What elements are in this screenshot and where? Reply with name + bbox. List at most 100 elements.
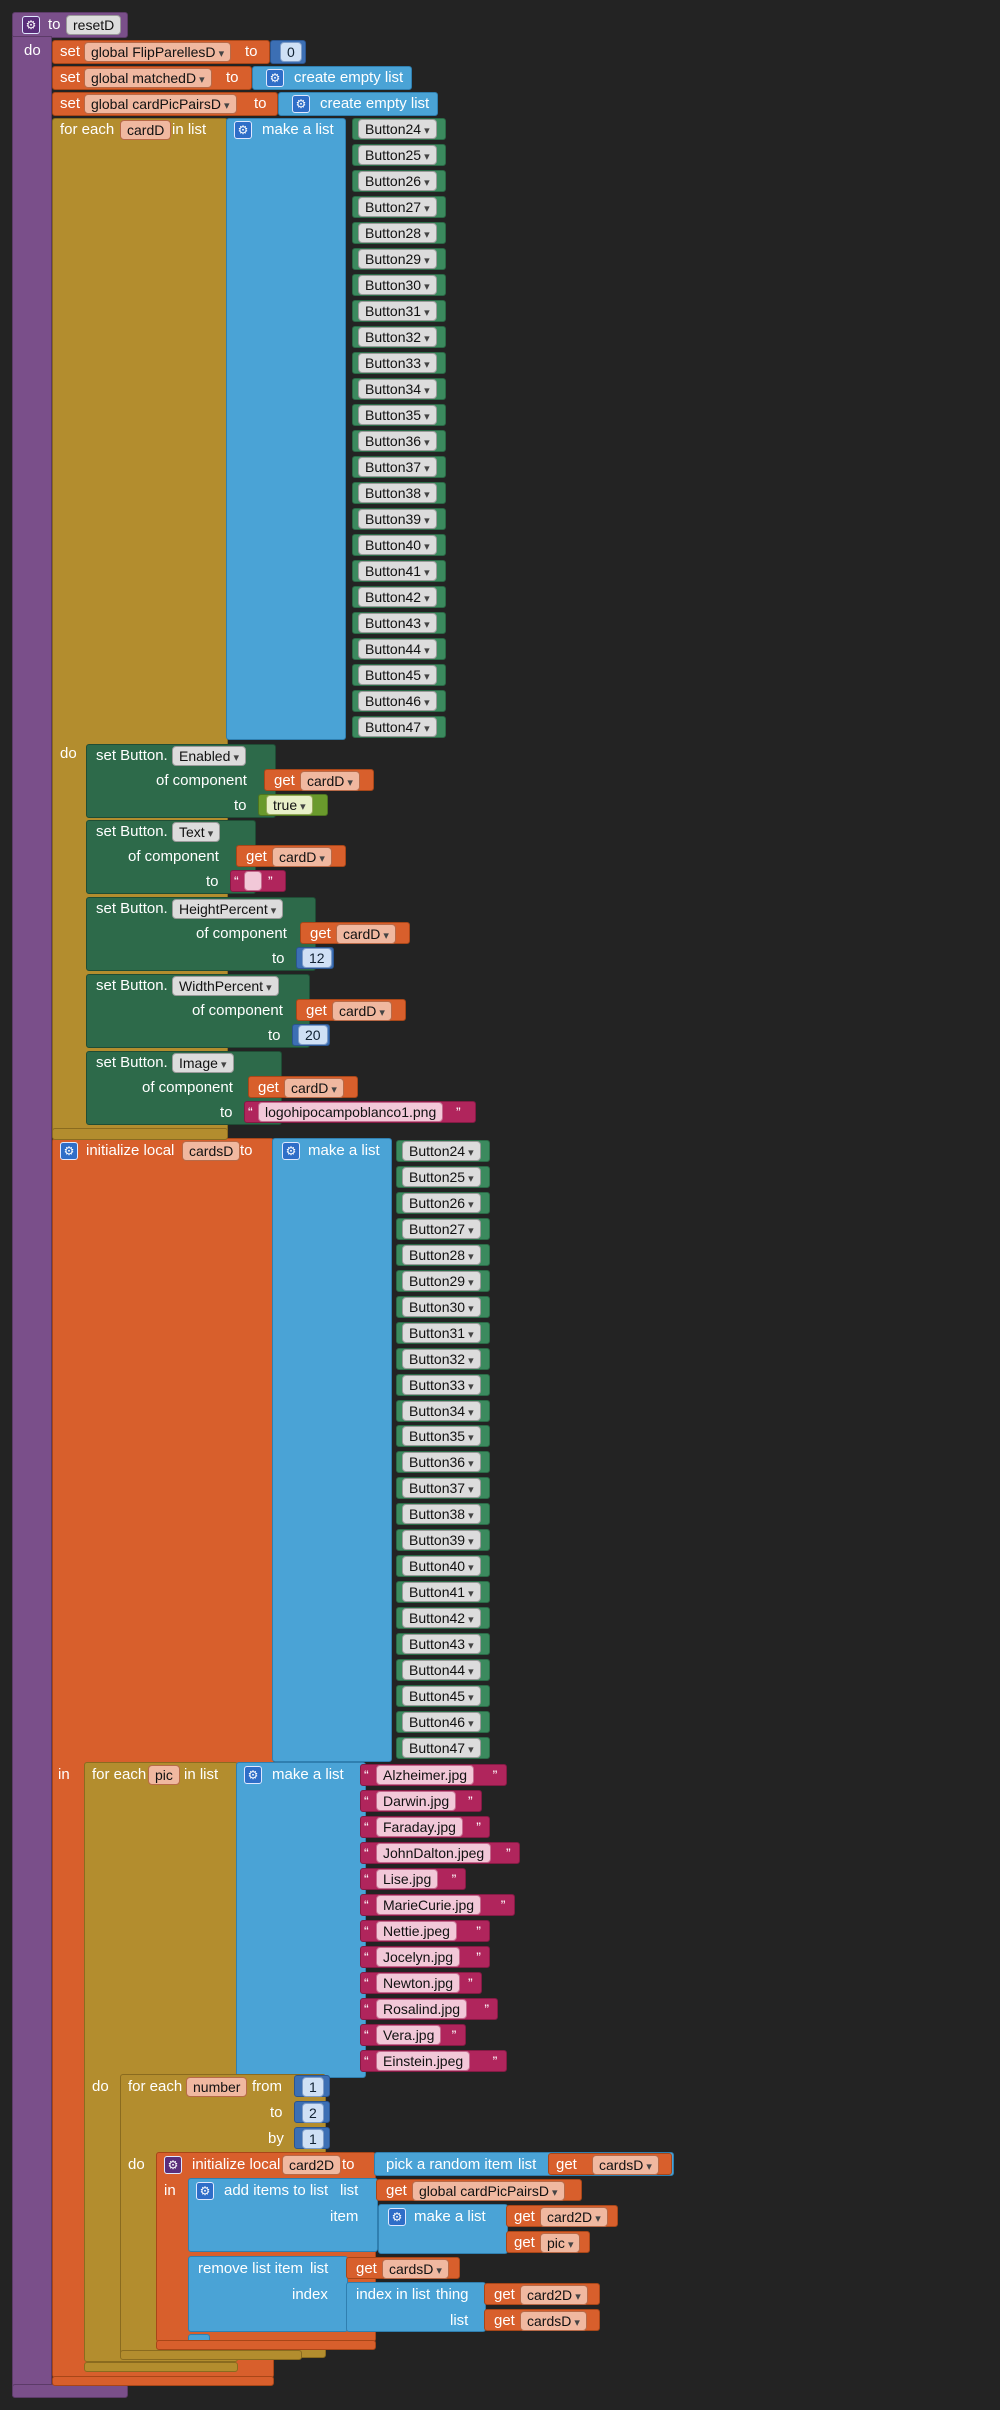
procedure-name[interactable]: resetD bbox=[66, 15, 122, 35]
component-dropdown[interactable]: Button40 bbox=[358, 535, 437, 555]
make-list-block[interactable] bbox=[236, 1762, 366, 2078]
component-dropdown[interactable]: Button29 bbox=[358, 249, 437, 269]
component-dropdown[interactable]: Button32 bbox=[358, 327, 437, 347]
text-value[interactable]: Jocelyn.jpg bbox=[376, 1947, 461, 1967]
get-var-dropdown[interactable]: cardsD bbox=[520, 2311, 587, 2331]
to-value[interactable]: 2 bbox=[302, 2103, 324, 2123]
get-var-dropdown[interactable]: cardD bbox=[284, 1078, 344, 1098]
text-value[interactable]: Einstein.jpeg bbox=[376, 2051, 471, 2071]
text-value[interactable]: Alzheimer.jpg bbox=[376, 1765, 475, 1785]
component-dropdown[interactable]: Button36 bbox=[402, 1452, 481, 1473]
index-in-list-block[interactable] bbox=[346, 2282, 486, 2332]
set-var-dropdown[interactable]: global FlipParellesD bbox=[84, 42, 232, 62]
gear-icon[interactable]: ⚙ bbox=[266, 69, 284, 87]
make-list-block[interactable] bbox=[272, 1138, 392, 1762]
get-var-dropdown[interactable]: card2D bbox=[540, 2207, 608, 2227]
component-dropdown[interactable]: Button42 bbox=[402, 1608, 481, 1629]
get-var-dropdown[interactable]: cardsD bbox=[592, 2155, 659, 2175]
gear-icon[interactable]: ⚙ bbox=[244, 1766, 262, 1784]
property-dropdown[interactable]: Enabled bbox=[172, 746, 246, 766]
text-value[interactable]: Lise.jpg bbox=[376, 1869, 439, 1889]
get-var-dropdown[interactable]: cardD bbox=[332, 1001, 392, 1021]
remove-list-item-block[interactable] bbox=[188, 2256, 348, 2332]
component-dropdown[interactable]: Button30 bbox=[358, 275, 437, 295]
number-value[interactable]: 0 bbox=[280, 42, 302, 62]
get-var-dropdown[interactable]: pic bbox=[540, 2233, 581, 2253]
component-dropdown[interactable]: Button37 bbox=[402, 1478, 481, 1499]
component-dropdown[interactable]: Button34 bbox=[358, 379, 437, 399]
component-dropdown[interactable]: Button45 bbox=[402, 1685, 481, 1706]
component-dropdown[interactable]: Button47 bbox=[402, 1737, 481, 1758]
component-dropdown[interactable]: Button24 bbox=[358, 119, 437, 139]
text-value[interactable]: Faraday.jpg bbox=[376, 1817, 463, 1837]
get-var-dropdown[interactable]: cardD bbox=[300, 771, 360, 791]
component-dropdown[interactable]: Button33 bbox=[402, 1374, 481, 1395]
text-value[interactable]: JohnDalton.jpeg bbox=[376, 1843, 492, 1863]
property-dropdown[interactable]: Text bbox=[172, 822, 221, 842]
text-value[interactable] bbox=[244, 871, 262, 891]
get-var-dropdown[interactable]: global cardPicPairsD bbox=[412, 2181, 565, 2201]
component-dropdown[interactable]: Button29 bbox=[402, 1270, 481, 1291]
loop-var[interactable]: cardD bbox=[120, 120, 172, 140]
boolean-dropdown[interactable]: true bbox=[266, 795, 313, 815]
component-dropdown[interactable]: Button45 bbox=[358, 665, 437, 685]
component-dropdown[interactable]: Button39 bbox=[358, 509, 437, 529]
component-dropdown[interactable]: Button33 bbox=[358, 353, 437, 373]
property-dropdown[interactable]: WidthPercent bbox=[172, 976, 279, 996]
component-dropdown[interactable]: Button28 bbox=[402, 1244, 481, 1265]
from-value[interactable]: 1 bbox=[302, 2077, 324, 2097]
component-dropdown[interactable]: Button40 bbox=[402, 1556, 481, 1577]
get-var-dropdown[interactable]: cardD bbox=[336, 924, 396, 944]
component-dropdown[interactable]: Button26 bbox=[358, 171, 437, 191]
loop-var[interactable]: pic bbox=[148, 1765, 180, 1785]
text-value[interactable]: Darwin.jpg bbox=[376, 1791, 457, 1811]
text-value[interactable]: Newton.jpg bbox=[376, 1973, 461, 1993]
component-dropdown[interactable]: Button38 bbox=[402, 1504, 481, 1525]
gear-icon[interactable]: ⚙ bbox=[282, 1142, 300, 1160]
component-dropdown[interactable]: Button35 bbox=[358, 405, 437, 425]
number-value[interactable]: 12 bbox=[302, 948, 332, 968]
text-value[interactable]: MarieCurie.jpg bbox=[376, 1895, 482, 1915]
component-dropdown[interactable]: Button27 bbox=[358, 197, 437, 217]
component-dropdown[interactable]: Button34 bbox=[402, 1400, 481, 1421]
component-dropdown[interactable]: Button28 bbox=[358, 223, 437, 243]
number-value[interactable]: 20 bbox=[298, 1025, 328, 1045]
gear-icon[interactable]: ⚙ bbox=[292, 95, 310, 113]
set-var-dropdown[interactable]: global cardPicPairsD bbox=[84, 94, 237, 114]
text-value[interactable]: Nettie.jpeg bbox=[376, 1921, 457, 1941]
get-var-dropdown[interactable]: cardD bbox=[272, 847, 332, 867]
gear-icon[interactable]: ⚙ bbox=[388, 2208, 406, 2226]
gear-icon[interactable]: ⚙ bbox=[196, 2182, 214, 2200]
component-dropdown[interactable]: Button46 bbox=[402, 1711, 481, 1732]
component-dropdown[interactable]: Button44 bbox=[358, 639, 437, 659]
set-button-block[interactable] bbox=[86, 820, 256, 894]
property-dropdown[interactable]: Image bbox=[172, 1053, 234, 1073]
component-dropdown[interactable]: Button25 bbox=[358, 145, 437, 165]
component-dropdown[interactable]: Button35 bbox=[402, 1426, 481, 1447]
component-dropdown[interactable]: Button31 bbox=[402, 1322, 481, 1343]
gear-icon[interactable]: ⚙ bbox=[234, 121, 252, 139]
component-dropdown[interactable]: Button43 bbox=[358, 613, 437, 633]
component-dropdown[interactable]: Button31 bbox=[358, 301, 437, 321]
make-list-block[interactable] bbox=[226, 118, 346, 740]
by-value[interactable]: 1 bbox=[302, 2129, 324, 2149]
set-var-dropdown[interactable]: global matchedD bbox=[84, 68, 212, 88]
component-dropdown[interactable]: Button30 bbox=[402, 1296, 481, 1317]
gear-icon[interactable]: ⚙ bbox=[60, 1142, 78, 1160]
gear-icon[interactable]: ⚙ bbox=[164, 2156, 182, 2174]
component-dropdown[interactable]: Button41 bbox=[358, 561, 437, 581]
property-dropdown[interactable]: HeightPercent bbox=[172, 899, 284, 919]
component-dropdown[interactable]: Button24 bbox=[402, 1141, 481, 1161]
component-dropdown[interactable]: Button26 bbox=[402, 1192, 481, 1213]
component-dropdown[interactable]: Button38 bbox=[358, 483, 437, 503]
component-dropdown[interactable]: Button47 bbox=[358, 717, 437, 737]
gear-icon[interactable]: ⚙ bbox=[22, 16, 40, 34]
component-dropdown[interactable]: Button44 bbox=[402, 1660, 481, 1680]
component-dropdown[interactable]: Button32 bbox=[402, 1348, 481, 1369]
add-items-block[interactable] bbox=[188, 2178, 378, 2252]
get-var-dropdown[interactable]: cardsD bbox=[382, 2259, 449, 2279]
component-dropdown[interactable]: Button42 bbox=[358, 587, 437, 607]
component-dropdown[interactable]: Button25 bbox=[402, 1166, 481, 1187]
component-dropdown[interactable]: Button39 bbox=[402, 1530, 481, 1551]
text-value[interactable]: Rosalind.jpg bbox=[376, 1999, 468, 2019]
